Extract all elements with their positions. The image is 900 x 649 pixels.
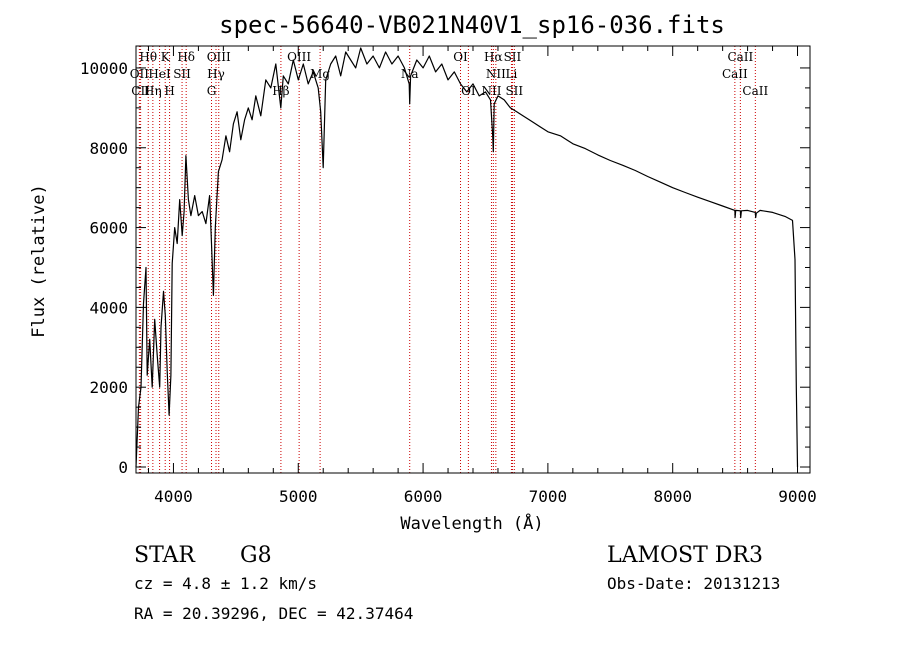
plot-frame bbox=[135, 45, 811, 474]
spectral-line-label: K bbox=[161, 50, 171, 64]
y-axis-label: Flux (relative) bbox=[29, 184, 49, 338]
spectral-line-label: G bbox=[207, 84, 217, 98]
spectral-line-label: Na bbox=[401, 67, 419, 81]
y-tick-label: 2000 bbox=[89, 378, 128, 397]
spectral-line-label: Hγ bbox=[207, 67, 225, 81]
spectral-line-label: Hα bbox=[484, 50, 503, 64]
sky-coordinates: RA = 20.39296, DEC = 42.37464 bbox=[134, 604, 413, 623]
spectral-line-label: HeI bbox=[148, 67, 171, 81]
x-axis-label: Wavelength (Å) bbox=[400, 512, 543, 534]
y-tick-label: 4000 bbox=[89, 298, 128, 317]
y-tick-label: 6000 bbox=[89, 219, 128, 238]
spectral-line-label: Hθ bbox=[139, 50, 157, 64]
object-subclass: G8 bbox=[240, 543, 272, 568]
spectral-line-label: Hη bbox=[144, 84, 162, 98]
spectral-line-label: CaII bbox=[727, 50, 753, 64]
spectral-line-label: Hδ bbox=[177, 50, 195, 64]
x-tick-label: 8000 bbox=[653, 487, 692, 506]
spectral-line-label: OII bbox=[130, 67, 150, 81]
x-tick-label: 4000 bbox=[154, 487, 193, 506]
y-axis: 0 2000 4000 6000 8000 10000 bbox=[80, 59, 810, 477]
spectral-line-label: CaII bbox=[722, 67, 748, 81]
x-tick-label: 6000 bbox=[404, 487, 443, 506]
observation-date: Obs-Date: 20131213 bbox=[607, 574, 780, 593]
x-tick-label: 9000 bbox=[778, 487, 817, 506]
spectral-line-label: CaII bbox=[742, 84, 768, 98]
x-tick-label: 7000 bbox=[529, 487, 568, 506]
redshift-value: cz = 4.8 ± 1.2 km/s bbox=[134, 574, 317, 593]
object-class: STAR bbox=[134, 543, 196, 568]
chart-title: spec-56640-VB021N40V1_sp16-036.fits bbox=[219, 11, 725, 39]
spectral-line-markers bbox=[138, 46, 756, 473]
y-tick-label: 8000 bbox=[89, 139, 128, 158]
survey-name: LAMOST DR3 bbox=[607, 543, 763, 568]
x-axis: 4000 5000 6000 7000 8000 9000 bbox=[147, 46, 817, 506]
spectral-line-label: NII bbox=[486, 67, 506, 81]
x-tick-label: 5000 bbox=[279, 487, 318, 506]
spectral-line-label: H bbox=[164, 84, 174, 98]
spectral-line-label: OIII bbox=[207, 50, 231, 64]
flux-line bbox=[135, 47, 799, 468]
spectral-line-label: Hβ bbox=[272, 84, 289, 98]
y-tick-label: 0 bbox=[118, 458, 128, 477]
flux-series bbox=[135, 47, 799, 468]
y-tick-label: 10000 bbox=[80, 59, 128, 78]
spectral-line-label: OI bbox=[461, 84, 476, 98]
spectral-line-label: SII bbox=[504, 50, 522, 64]
spectral-line-label: Li bbox=[506, 67, 518, 81]
spectral-line-label: OIII bbox=[287, 50, 311, 64]
spectral-line-label: OI bbox=[453, 50, 468, 64]
spectral-line-label: SII bbox=[505, 84, 523, 98]
spectral-line-label: SII bbox=[173, 67, 191, 81]
